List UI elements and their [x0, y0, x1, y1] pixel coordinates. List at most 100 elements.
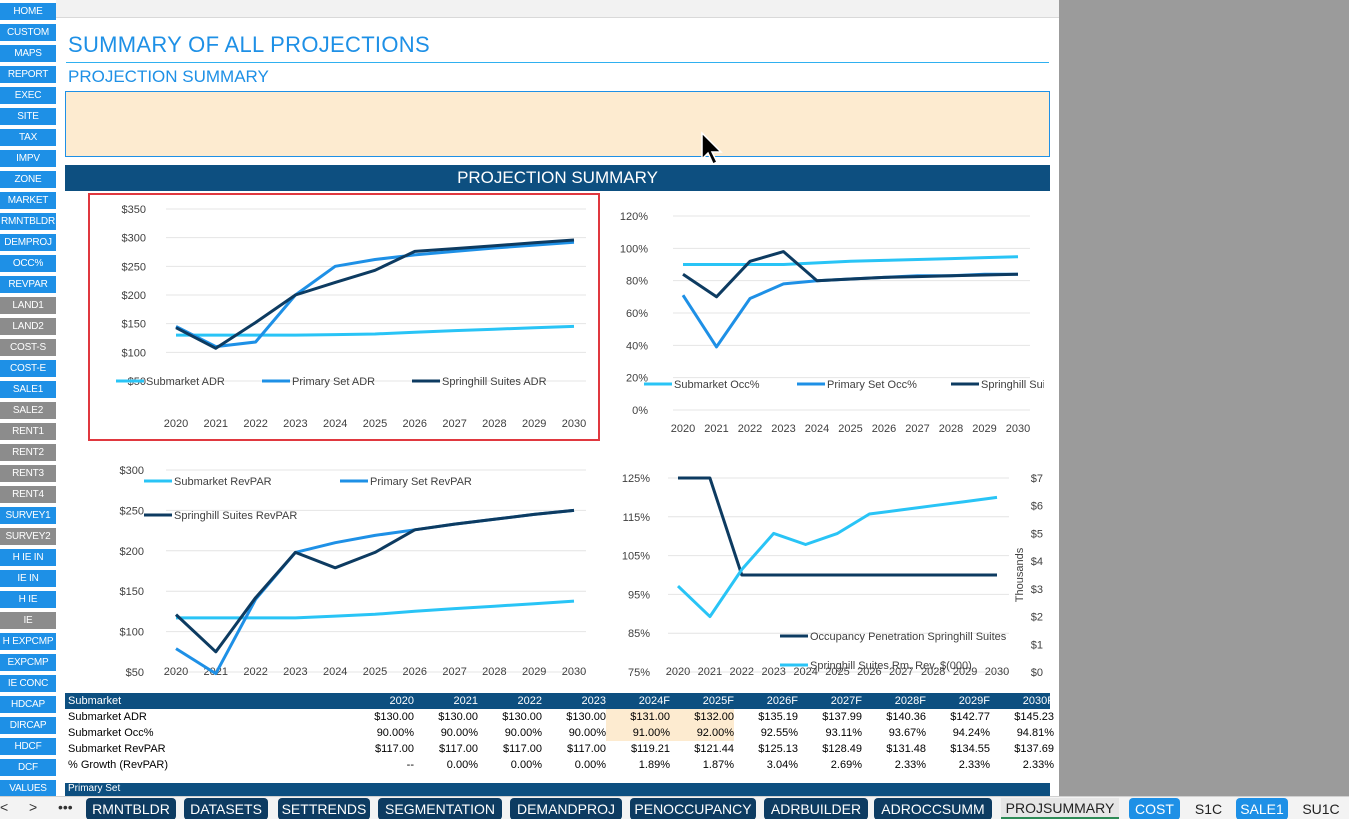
- sheet-tab-demandproj[interactable]: DEMANDPROJ: [510, 798, 622, 819]
- nav-button-market[interactable]: MARKET: [0, 192, 56, 211]
- nav-button-report[interactable]: REPORT: [0, 66, 56, 85]
- nav-button-cost-s[interactable]: COST-S: [0, 339, 56, 358]
- sheet-tab-adrbuilder[interactable]: ADRBUILDER: [764, 798, 868, 819]
- nav-button-h-expcmp[interactable]: H EXPCMP: [0, 633, 56, 652]
- nav-button-land2[interactable]: LAND2: [0, 318, 56, 337]
- nav-button-rmntbldr[interactable]: RMNTBLDR: [0, 213, 56, 232]
- table-cell[interactable]: 93.67%: [888, 727, 926, 739]
- nav-button-survey1[interactable]: SURVEY1: [0, 507, 56, 526]
- notes-input-box[interactable]: [65, 91, 1050, 157]
- nav-button-rent3[interactable]: RENT3: [0, 465, 56, 484]
- nav-button-hdcf[interactable]: HDCF: [0, 738, 56, 757]
- table-cell[interactable]: $117.00: [375, 743, 414, 755]
- revpar-chart[interactable]: $300$250$200$150$100$50 2020 2021 2022 2023 2…: [88, 443, 600, 683]
- nav-button-ie-conc[interactable]: IE CONC: [0, 675, 56, 694]
- sheet-tab-sale1[interactable]: SALE1: [1236, 798, 1288, 819]
- sheet-tab-adroccsumm[interactable]: ADROCCSUMM: [874, 798, 992, 819]
- table-cell[interactable]: 2.69%: [830, 759, 862, 771]
- nav-button-tax[interactable]: TAX: [0, 129, 56, 148]
- table-cell[interactable]: $132.00: [670, 709, 734, 725]
- table-cell[interactable]: 90.00%: [568, 727, 606, 739]
- sheet-tab-s1c[interactable]: S1C: [1194, 801, 1223, 817]
- nav-button-sale2[interactable]: SALE2: [0, 402, 56, 421]
- nav-button-home[interactable]: HOME: [0, 3, 56, 22]
- table-cell[interactable]: 90.00%: [504, 727, 542, 739]
- occupancy-chart[interactable]: 120% 100% 80% 60% 40% 20% 0% 2020 2021 2022 2023 20…: [604, 193, 1044, 441]
- nav-button-values[interactable]: VALUES: [0, 780, 56, 796]
- table-cell[interactable]: 0.00%: [574, 759, 606, 771]
- table-cell[interactable]: 92.00%: [670, 725, 734, 741]
- table-cell[interactable]: 2.33%: [958, 759, 990, 771]
- table-cell[interactable]: 90.00%: [440, 727, 478, 739]
- nav-button-impv[interactable]: IMPV: [0, 150, 56, 169]
- table-cell[interactable]: 1.89%: [638, 759, 670, 771]
- nav-button-dircap[interactable]: DIRCAP: [0, 717, 56, 736]
- table-cell[interactable]: $125.13: [758, 743, 798, 755]
- nav-button-zone[interactable]: ZONE: [0, 171, 56, 190]
- table-cell[interactable]: $131.48: [886, 743, 926, 755]
- nav-button-dcf[interactable]: DCF: [0, 759, 56, 778]
- table-cell[interactable]: 94.81%: [1016, 727, 1054, 739]
- nav-button-hdcap[interactable]: HDCAP: [0, 696, 56, 715]
- table-cell[interactable]: 93.11%: [825, 727, 863, 739]
- sheet-tab-cost[interactable]: COST: [1129, 798, 1180, 819]
- nav-button-rent2[interactable]: RENT2: [0, 444, 56, 463]
- table-cell[interactable]: $117.00: [439, 743, 478, 755]
- nav-button-h-ie-in[interactable]: H IE IN: [0, 549, 56, 568]
- table-cell[interactable]: $130.00: [438, 711, 478, 723]
- sheet-tab-segmentation[interactable]: SEGMENTATION: [378, 798, 502, 819]
- nav-button-cost-e[interactable]: COST-E: [0, 360, 56, 379]
- sheet-tab-rmntbldr[interactable]: RMNTBLDR: [86, 798, 176, 819]
- table-cell[interactable]: 91.00%: [606, 725, 670, 741]
- table-cell[interactable]: $130.00: [374, 711, 414, 723]
- table-cell[interactable]: $130.00: [502, 711, 542, 723]
- nav-button-sale1[interactable]: SALE1: [0, 381, 56, 400]
- nav-button-ie-in[interactable]: IE IN: [0, 570, 56, 589]
- nav-button-survey2[interactable]: SURVEY2: [0, 528, 56, 547]
- table-cell[interactable]: $145.23: [1014, 711, 1054, 723]
- table-cell[interactable]: 3.04%: [766, 759, 798, 771]
- nav-button-expcmp[interactable]: EXPCMP: [0, 654, 56, 673]
- table-cell[interactable]: 2.33%: [894, 759, 926, 771]
- table-cell[interactable]: $137.99: [822, 711, 862, 723]
- table-cell[interactable]: 1.87%: [702, 759, 734, 771]
- table-cell[interactable]: $128.49: [822, 743, 862, 755]
- tab-more-icon[interactable]: •••: [58, 799, 73, 815]
- table-cell[interactable]: 92.55%: [760, 727, 798, 739]
- table-cell[interactable]: $142.77: [950, 711, 990, 723]
- table-cell[interactable]: $117.00: [503, 743, 542, 755]
- nav-button-exec[interactable]: EXEC: [0, 87, 56, 106]
- nav-button-custom[interactable]: CUSTOM: [0, 24, 56, 43]
- table-cell[interactable]: $137.69: [1014, 743, 1054, 755]
- table-cell[interactable]: $134.55: [950, 743, 990, 755]
- nav-button-ie[interactable]: IE: [0, 612, 56, 631]
- table-cell[interactable]: 0.00%: [510, 759, 542, 771]
- sheet-tab-datasets[interactable]: DATASETS: [184, 798, 268, 819]
- tab-scroll-right-icon[interactable]: >: [29, 799, 38, 815]
- table-cell[interactable]: $121.44: [694, 743, 734, 755]
- nav-button-maps[interactable]: MAPS: [0, 45, 56, 64]
- sheet-tab-projsummary[interactable]: PROJSUMMARY: [1001, 798, 1119, 819]
- adr-chart[interactable]: $350$300$250$200$150$100$502020202120222…: [88, 193, 600, 441]
- table-cell[interactable]: $117.00: [567, 743, 606, 755]
- table-cell[interactable]: $131.00: [606, 709, 670, 725]
- table-cell[interactable]: 2.33%: [1022, 759, 1054, 771]
- table-cell[interactable]: 0.00%: [446, 759, 478, 771]
- table-cell[interactable]: $140.36: [886, 711, 926, 723]
- tab-scroll-left-icon[interactable]: <: [0, 799, 9, 815]
- nav-button-rent4[interactable]: RENT4: [0, 486, 56, 505]
- sheet-tab-penoccupancy[interactable]: PENOCCUPANCY: [630, 798, 756, 819]
- table-cell[interactable]: $130.00: [566, 711, 606, 723]
- penetration-chart[interactable]: 125% 115% 105% 95% 85% 75% $7 $6 $5 $4 $3 $2 $1 $0 Tho…: [604, 443, 1049, 683]
- table-cell[interactable]: --: [406, 759, 414, 771]
- nav-button-rent1[interactable]: RENT1: [0, 423, 56, 442]
- table-cell[interactable]: $119.21: [631, 743, 670, 755]
- nav-button-land1[interactable]: LAND1: [0, 297, 56, 316]
- table-cell[interactable]: 90.00%: [376, 727, 414, 739]
- nav-button-revpar[interactable]: REVPAR: [0, 276, 56, 295]
- table-cell[interactable]: $135.19: [758, 711, 798, 723]
- nav-button-demproj[interactable]: DEMPROJ: [0, 234, 56, 253]
- sheet-tab-settrends[interactable]: SETTRENDS: [278, 798, 370, 819]
- nav-button-h-ie[interactable]: H IE: [0, 591, 56, 610]
- nav-button-occ[interactable]: OCC%: [0, 255, 56, 274]
